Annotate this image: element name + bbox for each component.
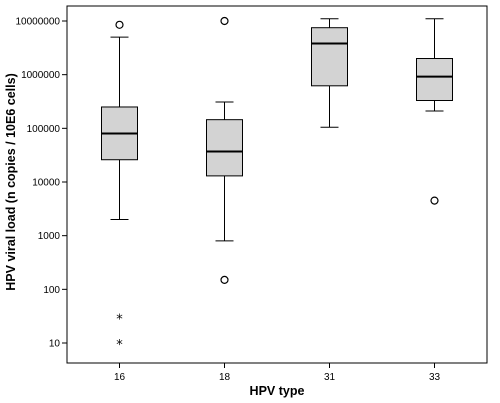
y-tick-label-1000000: 1000000 (21, 70, 60, 81)
outlier-18-1 (220, 275, 229, 284)
y-tick-label-100000: 100000 (27, 124, 61, 135)
y-tick-label-10000: 10000 (32, 178, 60, 189)
y-tick-label-10000000: 10000000 (16, 17, 61, 28)
box-31 (311, 27, 348, 87)
x-axis-title: HPV type (250, 384, 305, 398)
outlier-33-0 (430, 196, 439, 205)
outlier-16-0 (115, 20, 124, 29)
y-tick-label-1000: 1000 (38, 231, 61, 242)
y-axis-title: HPV viral load (n copies / 10E6 cells) (4, 73, 18, 290)
y-tick-label-100: 100 (43, 285, 60, 296)
y-tick-label-10: 10 (49, 339, 61, 350)
x-tick-label-31: 31 (324, 372, 336, 383)
box-33 (416, 58, 453, 102)
extreme-16-1: * (116, 338, 123, 353)
x-tick-label-16: 16 (114, 372, 126, 383)
box-18 (206, 119, 243, 177)
plot-area: 10 100 1000 10000 100000 1000000 10000000 16 18 3… (16, 5, 488, 383)
extreme-16-0: * (116, 312, 123, 327)
plot-frame (66, 5, 488, 364)
x-tick-label-18: 18 (219, 372, 231, 383)
outlier-18-0 (220, 16, 229, 26)
x-tick-label-33: 33 (429, 372, 441, 383)
